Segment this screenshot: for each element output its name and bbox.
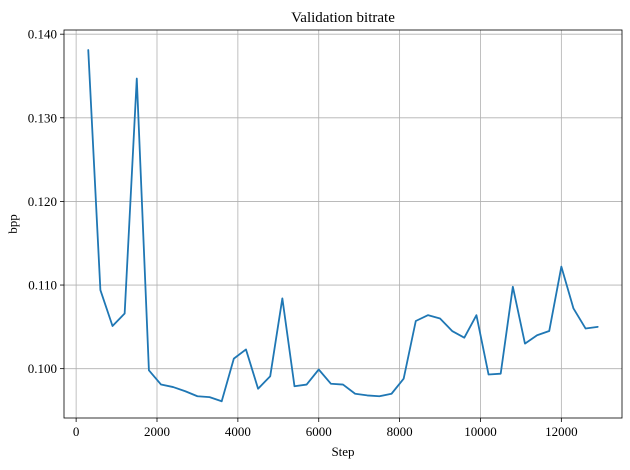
series-line <box>87 49 599 403</box>
x-axis-label: Step <box>331 444 354 459</box>
y-tick-label: 0.100 <box>28 361 57 376</box>
x-tick-label: 12000 <box>545 424 578 439</box>
y-tick-label: 0.110 <box>28 278 57 293</box>
y-tick-label: 0.130 <box>28 110 57 125</box>
chart-title: Validation bitrate <box>291 10 395 26</box>
x-tick-label: 4000 <box>225 424 251 439</box>
y-axis-label: bpp <box>5 214 20 234</box>
series-layer <box>87 49 599 403</box>
x-tick-label: 8000 <box>387 424 413 439</box>
grid <box>64 30 622 418</box>
y-tick-label: 0.140 <box>28 27 57 42</box>
axis-ticks: 0 2000 4000 6000 8000 10000 12000 0.100 0.110 0.1… <box>28 27 578 439</box>
x-tick-label: 10000 <box>464 424 497 439</box>
x-tick-label: 2000 <box>144 424 170 439</box>
x-tick-label: 0 <box>73 424 80 439</box>
x-tick-label: 6000 <box>306 424 332 439</box>
plot-frame <box>63 29 623 419</box>
y-tick-label: 0.120 <box>28 194 57 209</box>
